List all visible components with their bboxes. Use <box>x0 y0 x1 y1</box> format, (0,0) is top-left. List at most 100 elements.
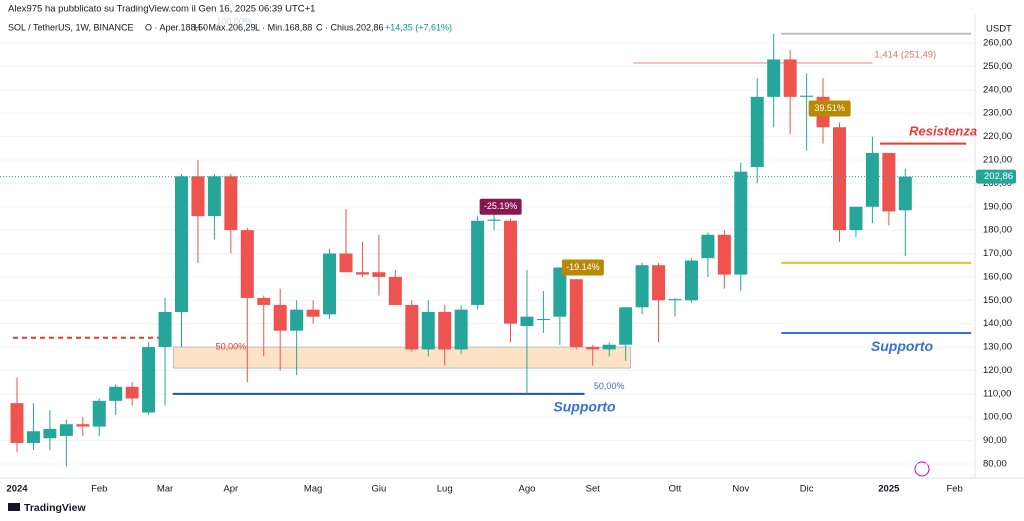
candle-body <box>438 311 452 350</box>
x-tick-label: Mag <box>304 484 322 495</box>
x-tick-label: Feb <box>946 484 962 495</box>
unit: USDT <box>986 24 1012 35</box>
candle-body <box>175 176 188 312</box>
x-tick-label: 2024 <box>6 484 28 495</box>
candle-body <box>191 176 205 217</box>
candle-body <box>717 234 731 275</box>
y-tick-label: 90,00 <box>983 435 1007 446</box>
brand: TradingView <box>8 502 86 514</box>
symbol: SOL / TetherUS, 1W, BINANCE <box>8 22 134 32</box>
y-tick-label: 240,00 <box>983 84 1012 95</box>
x-tick-label: Ott <box>669 484 682 495</box>
candle-body <box>142 347 156 413</box>
candle-body <box>487 219 501 221</box>
y-tick-label: 100,00 <box>983 412 1012 423</box>
y-tick-label: 220,00 <box>983 131 1012 142</box>
candle-body <box>833 127 846 231</box>
candle-body <box>767 59 781 97</box>
candle-body <box>471 220 485 305</box>
x-tick-label: Lug <box>437 484 453 495</box>
ohlc-high: H · Max.206,29 <box>194 22 256 32</box>
footer: TradingView <box>24 502 86 514</box>
candle-body <box>800 95 814 97</box>
author: Alex975 ha pubblicato su TradingView.com… <box>8 4 315 15</box>
candle-body <box>405 304 419 350</box>
y-tick-label: 110,00 <box>983 388 1011 399</box>
x-tick-label: Giu <box>372 484 387 495</box>
candle-body <box>504 220 517 324</box>
candle-body <box>76 424 90 427</box>
y-tick-label: 140,00 <box>983 318 1012 329</box>
annotation: 39.51% <box>814 103 845 113</box>
candle-body <box>306 309 320 317</box>
y-tick-label: 150,00 <box>983 295 1012 306</box>
annotation: 1,414 (251,49) <box>874 49 936 60</box>
candle-body <box>372 272 386 277</box>
y-tick-label: 160,00 <box>983 271 1012 282</box>
y-tick-label: 170,00 <box>983 248 1012 259</box>
candle-body <box>290 309 304 331</box>
candle-body <box>26 431 40 443</box>
x-tick-label: Dic <box>800 484 814 495</box>
annotation-box <box>808 100 851 117</box>
x-tick-label: Feb <box>91 484 107 495</box>
x-tick-label: Ago <box>518 484 535 495</box>
icon[interactable] <box>914 461 930 477</box>
candle-body <box>569 279 583 348</box>
y-tick-label: 230,00 <box>983 108 1012 119</box>
annotation: 50,00% <box>216 341 247 351</box>
ohlc-open: O · Aper.188,50 <box>145 22 208 32</box>
candle-body <box>421 311 435 350</box>
candle-body <box>109 386 123 401</box>
candle-body <box>10 403 24 443</box>
candle-body <box>898 176 912 211</box>
candle-body <box>355 272 369 275</box>
candle-body <box>734 171 748 275</box>
candle-body <box>158 311 172 348</box>
last-price-label: 202,86 <box>984 171 1013 182</box>
candle-body <box>652 265 666 301</box>
candle-body <box>207 176 221 217</box>
candle-body <box>92 400 106 427</box>
annotation-box <box>479 198 522 215</box>
candle-body <box>865 152 879 207</box>
candle-body <box>257 297 271 305</box>
candle-body <box>388 276 402 305</box>
candle-body <box>849 206 863 231</box>
y-tick-label: 80,00 <box>983 458 1007 469</box>
candle-body <box>553 267 567 317</box>
x-tick-label: Apr <box>223 484 238 495</box>
annotation: 100,00% <box>216 16 252 26</box>
y-tick-label: 120,00 <box>983 365 1012 376</box>
ohlc-low: L · Min.168,88 <box>255 22 312 32</box>
annotation: Resistenza <box>909 123 977 138</box>
x-tick-label: Mar <box>157 484 173 495</box>
candle-body <box>125 386 139 399</box>
candle-body <box>240 230 254 298</box>
annotation: Supporto <box>553 399 616 415</box>
candle-body <box>684 260 698 301</box>
ohlc-close: C · Chius.202,86 <box>316 22 384 32</box>
ohlc-change: +14,35 (+7,61%) <box>385 22 452 32</box>
candle-body <box>635 265 649 308</box>
candle-body <box>586 347 600 350</box>
y-tick-label: 250,00 <box>983 61 1012 72</box>
last-price-tag <box>976 169 1016 184</box>
candle-body <box>323 253 337 315</box>
candle-body <box>520 316 534 327</box>
candle-body <box>701 234 715 259</box>
y-tick-label: 260,00 <box>983 38 1012 49</box>
candle-body <box>882 152 896 212</box>
annotation: 50,00% <box>594 381 625 391</box>
annotation: -25.19% <box>484 201 518 211</box>
candle-body <box>59 424 73 436</box>
candle-body <box>783 59 797 97</box>
x-tick-label: Set <box>586 484 601 495</box>
y-tick-label: 210,00 <box>983 154 1012 165</box>
y-tick-label: 180,00 <box>983 225 1012 236</box>
candle-body <box>750 96 764 167</box>
candle-body <box>536 318 550 320</box>
y-tick-label: 130,00 <box>983 342 1012 353</box>
x-tick-label: Nov <box>732 484 749 495</box>
candle-body <box>273 304 287 331</box>
